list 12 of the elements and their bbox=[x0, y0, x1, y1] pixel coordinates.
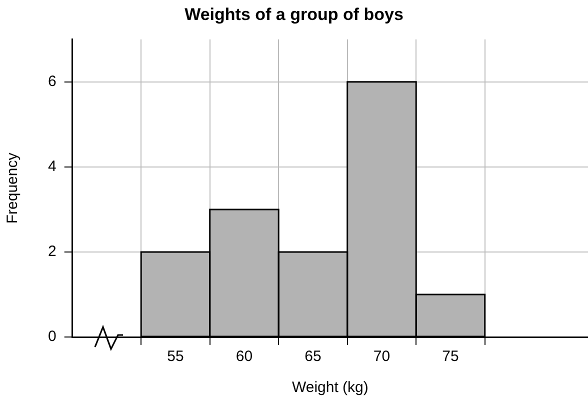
x-tick-label: 65 bbox=[304, 348, 322, 366]
x-tick-label: 55 bbox=[167, 348, 184, 366]
y-tick-label: 0 bbox=[48, 328, 56, 346]
y-tick-label: 2 bbox=[48, 243, 56, 260]
chart-title: Weights of a group of boys bbox=[184, 4, 404, 24]
y-tick-label: 6 bbox=[48, 73, 56, 90]
x-tick-label: 70 bbox=[373, 348, 390, 366]
x-axis-title: Weight (kg) bbox=[292, 379, 368, 396]
x-tick-label: 75 bbox=[442, 348, 459, 366]
y-axis-title: Frequency bbox=[4, 152, 22, 224]
y-tick-label: 4 bbox=[48, 158, 56, 176]
x-tick-label: 60 bbox=[236, 348, 253, 366]
